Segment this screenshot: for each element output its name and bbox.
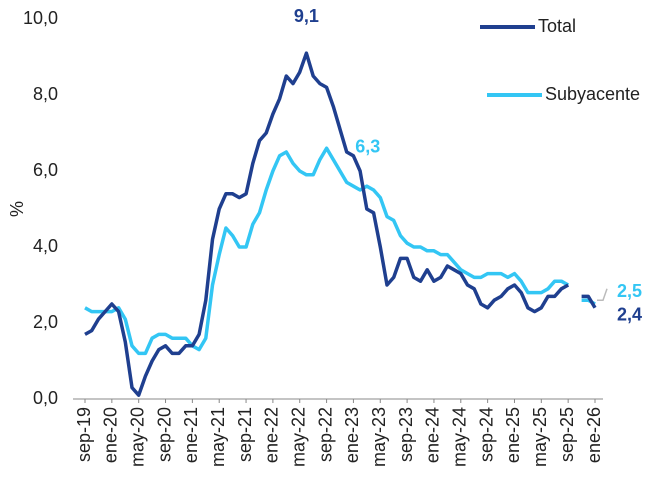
- data-label: 9,1: [294, 6, 319, 26]
- x-tick-label: may-23: [369, 407, 389, 467]
- y-tick-label: 8,0: [33, 84, 58, 104]
- x-tick-label: may-25: [530, 407, 550, 467]
- series-line: [84, 146, 596, 356]
- x-tick-label: ene-20: [101, 407, 121, 463]
- y-tick-label: 4,0: [33, 236, 58, 256]
- x-tick-label: may-22: [288, 407, 308, 467]
- legend-label: Subyacente: [545, 84, 640, 104]
- x-tick-label: ene-23: [342, 407, 362, 463]
- x-tick-label: sep-23: [396, 407, 416, 462]
- x-tick-label: sep-20: [154, 407, 174, 462]
- y-tick-label: 2,0: [33, 312, 58, 332]
- x-tick-label: sep-19: [74, 407, 94, 462]
- x-tick-label: may-21: [208, 407, 228, 467]
- data-label: 2,5: [617, 281, 642, 301]
- y-tick-label: 0,0: [33, 388, 58, 408]
- x-tick-label: ene-24: [423, 407, 443, 463]
- x-tick-label: may-20: [127, 407, 147, 467]
- data-label: 2,4: [617, 305, 642, 325]
- x-tick-label: ene-22: [262, 407, 282, 463]
- x-tick-label: ene-26: [584, 407, 604, 463]
- x-tick-label: sep-25: [557, 407, 577, 462]
- series-line: [84, 51, 597, 397]
- label-connector: [597, 288, 608, 301]
- x-tick-label: may-24: [450, 407, 470, 467]
- x-tick-label: ene-21: [181, 407, 201, 463]
- data-label: 6,3: [355, 136, 380, 156]
- y-tick-label: 6,0: [33, 160, 58, 180]
- x-tick-label: ene-25: [503, 407, 523, 463]
- x-tick-label: sep-21: [235, 407, 255, 462]
- x-tick-label: sep-22: [315, 407, 335, 462]
- y-axis-label: %: [7, 201, 27, 217]
- y-tick-label: 10,0: [23, 8, 58, 28]
- legend-label: Total: [538, 16, 576, 36]
- x-tick-label: sep-24: [476, 407, 496, 462]
